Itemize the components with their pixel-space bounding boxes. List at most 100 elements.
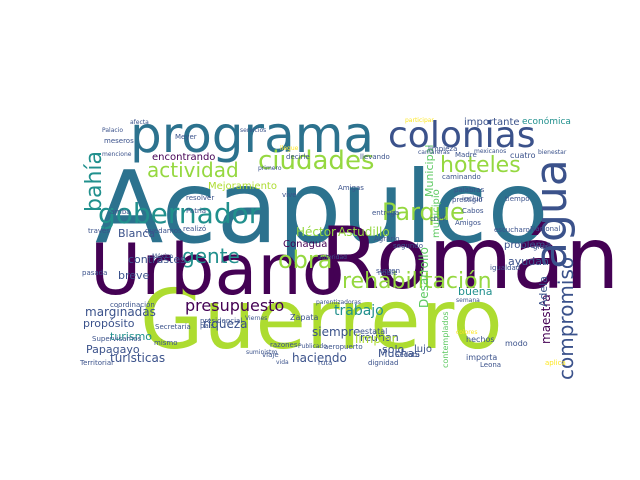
cloud-word: entrega bbox=[372, 209, 400, 217]
cloud-word: Acapulco bbox=[95, 149, 549, 266]
cloud-word: colonias bbox=[388, 115, 536, 156]
cloud-word: Urbano bbox=[90, 229, 345, 311]
cloud-word: propósito bbox=[83, 317, 135, 330]
cloud-word: gran bbox=[533, 243, 550, 251]
cloud-word: Zapata bbox=[290, 313, 319, 322]
cloud-word: llevando bbox=[360, 153, 390, 161]
cloud-word: turísticas bbox=[110, 351, 166, 365]
cloud-word: cuatro bbox=[510, 151, 536, 160]
cloud-word: encontrando bbox=[152, 152, 216, 163]
cloud-word: afecta bbox=[130, 119, 149, 126]
cloud-word: palabras bbox=[454, 186, 485, 194]
cloud-word: Muchas bbox=[378, 347, 420, 360]
cloud-word: Parque bbox=[382, 198, 465, 226]
cloud-word: Palacio bbox=[102, 127, 124, 134]
cloud-word: Guerrero bbox=[140, 273, 503, 368]
cloud-word: hechos bbox=[466, 335, 495, 344]
cloud-word: presupuesto bbox=[185, 296, 285, 315]
cloud-word: caminando bbox=[442, 173, 481, 181]
cloud-word: gente bbox=[182, 244, 240, 268]
cloud-word: razones bbox=[270, 341, 298, 349]
cloud-word: camareras bbox=[418, 149, 450, 156]
cloud-word: tiempo bbox=[505, 195, 530, 203]
cloud-word: participar bbox=[405, 117, 434, 124]
cloud-word: meseros bbox=[104, 137, 134, 145]
cloud-word: prestigio bbox=[452, 196, 483, 204]
cloud-word: riqueza bbox=[203, 317, 248, 331]
cloud-word: noble bbox=[378, 269, 398, 277]
cloud-word: viaje bbox=[262, 351, 279, 359]
cloud-word: económica bbox=[522, 117, 571, 127]
cloud-word: vida bbox=[276, 359, 289, 366]
cloud-word: Supervisamos bbox=[92, 335, 142, 343]
cloud-word: buena bbox=[458, 285, 493, 298]
cloud-word: país bbox=[200, 322, 215, 330]
cloud-word: dignidad bbox=[368, 359, 399, 367]
cloud-word: reúnan bbox=[360, 331, 399, 344]
cloud-word: actividad bbox=[147, 158, 239, 182]
cloud-word: México bbox=[152, 253, 173, 260]
cloud-word: limpieza bbox=[428, 145, 458, 153]
cloud-word: decirle bbox=[286, 153, 310, 161]
cloud-word: aeropuerto bbox=[324, 343, 363, 351]
cloud-word: rehabilitación bbox=[342, 269, 492, 294]
cloud-word: escucharon bbox=[494, 226, 535, 234]
cloud-word: presidencial bbox=[200, 317, 243, 325]
cloud-word: Madre bbox=[455, 151, 477, 159]
cloud-word: llegue bbox=[280, 145, 299, 152]
cloud-word: coordinación bbox=[110, 301, 155, 309]
cloud-word: Astudillo bbox=[338, 225, 390, 239]
cloud-word: solo bbox=[382, 343, 405, 356]
cloud-word: mismo bbox=[154, 339, 178, 347]
cloud-word: Papagayo bbox=[86, 343, 140, 356]
cloud-word: hoteles bbox=[440, 153, 521, 178]
cloud-word: importante bbox=[464, 117, 520, 128]
cloud-word: Héctor bbox=[296, 225, 336, 239]
cloud-word: servicios bbox=[240, 127, 267, 134]
cloud-word: Mejoramiento bbox=[208, 181, 277, 192]
cloud-word: Agrario bbox=[374, 235, 400, 243]
cloud-word: agua bbox=[526, 159, 577, 269]
cloud-word: programa bbox=[130, 106, 375, 164]
cloud-word: resolver bbox=[186, 194, 215, 202]
cloud-word: gobernador bbox=[98, 197, 261, 230]
cloud-word: ayudan bbox=[508, 255, 549, 268]
cloud-word: limpiar bbox=[355, 332, 397, 346]
cloud-word: arriba bbox=[110, 208, 131, 216]
cloud-word: Conagua bbox=[283, 239, 328, 250]
cloud-word: Román bbox=[320, 209, 620, 309]
cloud-word: importa bbox=[466, 353, 498, 362]
cloud-word: breve bbox=[118, 269, 150, 282]
cloud-word: Adela bbox=[537, 276, 550, 307]
cloud-word: contrastes bbox=[128, 253, 186, 266]
cloud-word: trabajo bbox=[334, 303, 384, 319]
cloud-word: colores bbox=[456, 329, 478, 336]
cloud-word: mexicanos bbox=[474, 148, 507, 155]
cloud-word: Territorial bbox=[80, 359, 114, 367]
cloud-word: través bbox=[88, 227, 111, 235]
cloud-word: turismo bbox=[110, 330, 153, 343]
cloud-word: obra bbox=[278, 246, 333, 274]
cloud-word: Secretaría bbox=[155, 323, 191, 331]
cloud-word: Meyer bbox=[175, 133, 197, 141]
cloud-word: Sedatu bbox=[395, 351, 420, 359]
cloud-word: autoridad bbox=[318, 254, 347, 261]
cloud-word: Desarrollo bbox=[417, 247, 431, 308]
cloud-word: surgen bbox=[376, 267, 401, 275]
cloud-word: Blanca bbox=[118, 227, 156, 240]
cloud-word: chef bbox=[430, 215, 446, 223]
cloud-word: ruta bbox=[318, 359, 333, 367]
cloud-word: realizó bbox=[183, 225, 207, 233]
cloud-word: Publicado bbox=[298, 343, 327, 350]
cloud-word: Viernes bbox=[245, 315, 268, 322]
cloud-word: Amigas bbox=[338, 184, 364, 192]
cloud-word: ciudades bbox=[258, 146, 375, 176]
cloud-word: contemplados bbox=[441, 311, 450, 368]
cloud-word: primero bbox=[258, 165, 282, 172]
cloud-word: bahía bbox=[82, 151, 107, 212]
cloud-word: segundo bbox=[393, 242, 423, 250]
cloud-word: problema bbox=[504, 240, 552, 251]
cloud-word: Leona bbox=[480, 361, 502, 369]
cloud-word: marginadas bbox=[85, 305, 156, 319]
cloud-word: semana bbox=[456, 297, 480, 304]
